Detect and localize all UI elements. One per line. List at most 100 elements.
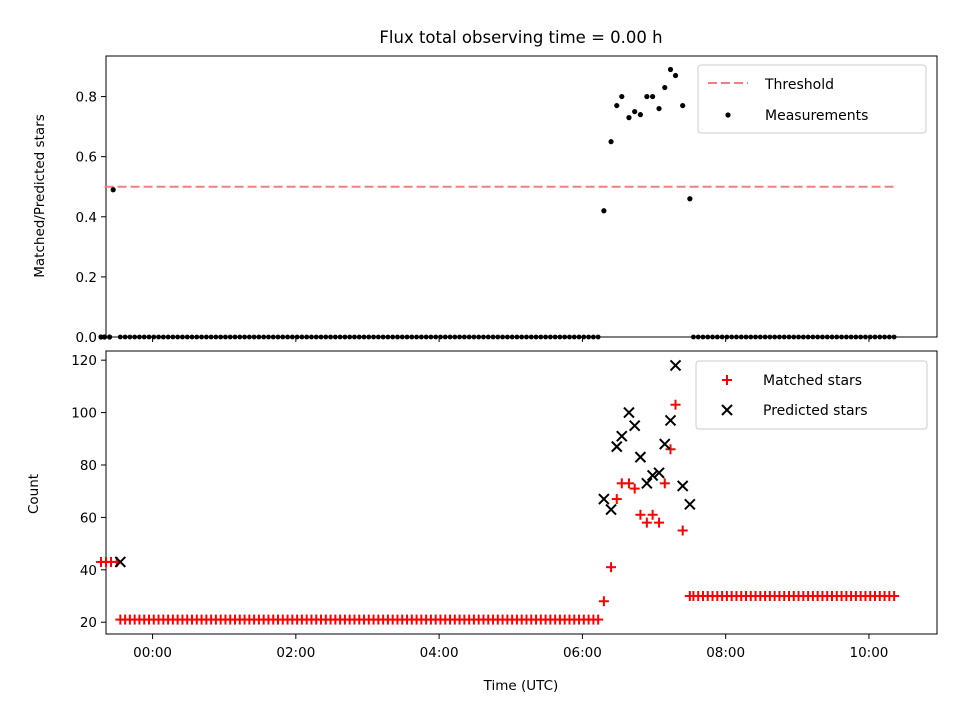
baseline-point — [562, 334, 568, 340]
baseline-point — [471, 334, 477, 340]
baseline-point — [285, 334, 290, 340]
baseline-point — [385, 334, 391, 340]
baseline-point — [270, 334, 276, 340]
baseline-point — [882, 334, 887, 340]
baseline-point — [309, 334, 314, 340]
baseline-point — [700, 334, 706, 340]
legend-matched-swatch — [722, 375, 732, 385]
baseline-point — [194, 334, 200, 340]
baseline-point — [500, 334, 505, 340]
baseline-point — [199, 334, 204, 340]
measurement-point — [98, 334, 104, 340]
baseline-point — [127, 334, 133, 340]
top-panel: Flux total observing time = 0.00 h Match… — [32, 28, 938, 346]
matched-point — [611, 494, 622, 505]
legend-threshold-label: Threshold — [764, 77, 834, 93]
measurement-point — [662, 84, 668, 91]
y-tick-label: 60 — [80, 510, 97, 526]
baseline-point — [442, 334, 448, 340]
baseline-point — [753, 334, 758, 340]
legend-cross-marker — [721, 404, 733, 416]
baseline-point — [371, 334, 376, 340]
y-tick-label: 20 — [80, 615, 97, 631]
baseline-point — [122, 334, 128, 340]
bottom-matched-points — [95, 399, 695, 607]
baseline-point — [772, 334, 778, 340]
baseline-point — [117, 334, 123, 340]
baseline-point — [877, 334, 883, 340]
baseline-point — [719, 334, 725, 340]
baseline-point — [160, 334, 166, 340]
baseline-point — [858, 334, 864, 340]
baseline-point — [495, 334, 501, 340]
matched-point — [623, 478, 634, 489]
baseline-point — [132, 334, 138, 340]
y-tick-label: 40 — [80, 563, 97, 579]
baseline-point — [342, 334, 348, 340]
matched-point — [677, 525, 688, 536]
baseline-point — [375, 334, 381, 340]
baseline-point — [380, 334, 386, 340]
baseline-point — [586, 334, 591, 340]
baseline-point — [180, 334, 185, 340]
baseline-point — [800, 334, 806, 340]
predicted-point — [598, 493, 610, 505]
top-legend: Threshold Measurements — [697, 64, 927, 134]
measurement-point — [667, 66, 674, 73]
baseline-point — [843, 334, 849, 340]
baseline-point — [691, 334, 696, 340]
matched-point — [670, 399, 681, 410]
measurement-point — [672, 72, 679, 79]
matched-point — [665, 444, 676, 455]
baseline-point — [863, 334, 868, 340]
x-tick-label: 04:00 — [420, 645, 459, 661]
baseline-point — [289, 334, 295, 340]
y-tick-label: 0.8 — [76, 90, 97, 106]
baseline-point — [767, 334, 773, 340]
baseline-point — [524, 334, 529, 340]
predicted-point — [605, 503, 617, 516]
bottom-legend: Matched stars Predicted stars — [695, 360, 928, 430]
baseline-point — [547, 334, 553, 340]
x-tick-label: 02:00 — [276, 645, 315, 661]
baseline-point — [189, 334, 195, 340]
bottom-ylabel: Count — [26, 474, 42, 514]
baseline-point — [447, 334, 453, 340]
baseline-point — [414, 334, 419, 340]
baseline-point — [567, 334, 572, 340]
baseline-point — [886, 334, 892, 340]
baseline-point — [361, 334, 367, 340]
y-tick-label: 0.2 — [76, 270, 97, 286]
bottom-predicted-points — [114, 359, 696, 568]
y-tick-label: 120 — [71, 353, 97, 369]
baseline-point — [777, 334, 782, 340]
legend-matched-label: Matched stars — [763, 373, 862, 389]
baseline-point — [557, 334, 563, 340]
x-tick-label: 08:00 — [706, 645, 745, 661]
baseline-point — [356, 334, 362, 340]
legend-measurements-swatch — [725, 112, 731, 118]
baseline-point — [504, 334, 510, 340]
bottom-x-axis-ticks: 00:00 02:00 04:00 06:00 08:00 10:00 — [133, 634, 888, 661]
baseline-point — [395, 334, 400, 340]
measurement-point — [614, 102, 620, 109]
baseline-point — [791, 334, 797, 340]
predicted-point — [646, 469, 659, 482]
baseline-point — [705, 334, 711, 340]
predicted-point — [669, 359, 682, 372]
baseline-point — [552, 334, 558, 340]
bottom-y-axis-ticks: 20 40 60 80 100 120 — [71, 353, 106, 631]
baseline-point — [323, 334, 329, 340]
baseline-point — [738, 334, 744, 340]
baseline-point — [595, 334, 601, 340]
baseline-point — [729, 334, 735, 340]
baseline-point — [485, 334, 491, 340]
top-y-axis-ticks: 0.0 0.2 0.4 0.6 0.8 — [76, 90, 106, 346]
baseline-point — [366, 334, 372, 340]
baseline-point — [213, 334, 219, 340]
measurement-point — [626, 115, 632, 121]
baseline-point — [433, 334, 439, 340]
baseline-point — [246, 334, 252, 340]
bottom-plot-frame — [105, 350, 938, 635]
